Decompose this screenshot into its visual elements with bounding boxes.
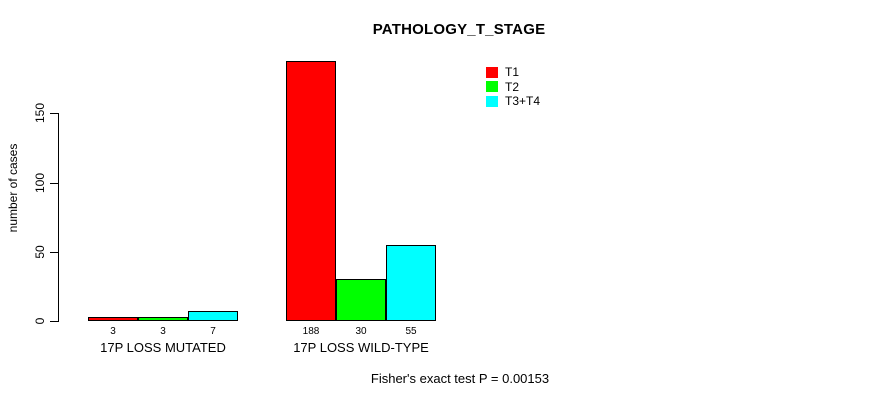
bar-t1 <box>88 317 138 321</box>
y-axis-tick-label: 50 <box>33 245 47 259</box>
bar-t3-t4 <box>188 311 238 321</box>
bar-value-label: 30 <box>355 326 367 337</box>
legend-item: T3+T4 <box>486 94 540 109</box>
bar-t2 <box>138 317 188 321</box>
bar-value-label: 3 <box>110 326 116 337</box>
y-axis-tick-label: 100 <box>33 172 47 194</box>
bar-value-label: 3 <box>160 326 166 337</box>
y-axis-tick-label: 0 <box>33 317 47 325</box>
y-axis-tick <box>50 252 58 253</box>
y-axis-tick <box>50 321 58 322</box>
bar-value-label: 188 <box>302 326 320 337</box>
legend: T1 T2 T3+T4 <box>486 65 540 109</box>
bar-value-label: 55 <box>405 326 417 337</box>
y-axis-tick <box>50 183 58 184</box>
y-axis-tick <box>50 113 58 114</box>
chart-title: PATHOLOGY_T_STAGE <box>372 21 546 38</box>
legend-label: T3+T4 <box>505 94 541 109</box>
legend-label: T1 <box>505 65 520 80</box>
legend-item: T1 <box>486 65 540 80</box>
legend-swatch-t1 <box>486 66 498 78</box>
category-label: 17P LOSS WILD-TYPE <box>293 340 429 355</box>
legend-swatch-t2 <box>486 81 498 93</box>
legend-swatch-t3-t4 <box>486 95 498 107</box>
bar-value-label: 7 <box>210 326 216 337</box>
legend-item: T2 <box>486 80 540 95</box>
legend-label: T2 <box>505 79 520 94</box>
y-axis-line <box>58 113 59 322</box>
stat-annotation: Fisher's exact test P = 0.00153 <box>370 371 550 386</box>
bar-t3-t4 <box>386 245 436 321</box>
y-axis-tick-label: 150 <box>33 102 47 124</box>
y-axis-title: number of cases <box>6 143 20 233</box>
bar-t2 <box>336 279 386 321</box>
bar-t1 <box>286 61 336 321</box>
category-label: 17P LOSS MUTATED <box>100 340 226 355</box>
